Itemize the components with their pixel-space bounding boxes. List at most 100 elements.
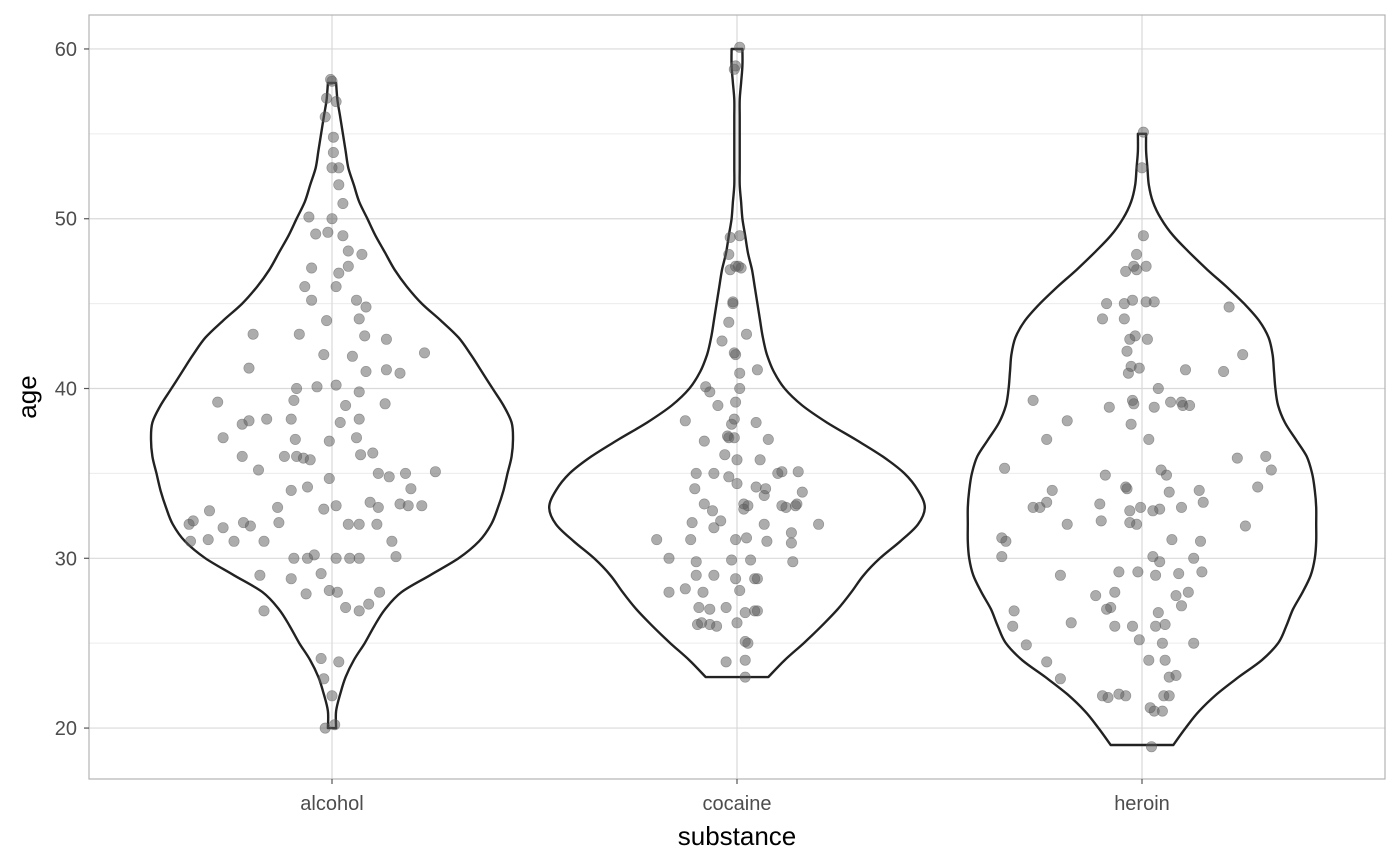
point-alcohol xyxy=(326,162,338,174)
point-alcohol xyxy=(333,179,345,191)
point-alcohol xyxy=(330,281,342,293)
point-heroin xyxy=(1054,673,1066,685)
point-alcohol xyxy=(333,267,345,279)
point-alcohol xyxy=(330,379,342,391)
point-cocaine xyxy=(716,335,728,347)
point-alcohol xyxy=(363,598,375,610)
point-cocaine xyxy=(690,569,702,581)
point-alcohol xyxy=(327,131,339,143)
point-alcohol xyxy=(291,382,303,394)
point-heroin xyxy=(1103,401,1115,413)
point-heroin xyxy=(1101,298,1113,310)
point-alcohol xyxy=(353,386,365,398)
point-heroin xyxy=(1129,330,1141,342)
point-heroin xyxy=(1109,620,1121,632)
point-cocaine xyxy=(719,449,731,461)
point-heroin xyxy=(1095,515,1107,527)
point-heroin xyxy=(1159,618,1171,630)
point-cocaine xyxy=(750,416,762,428)
point-cocaine xyxy=(740,328,752,340)
point-cocaine xyxy=(758,518,770,530)
point-cocaine xyxy=(720,601,732,613)
point-heroin xyxy=(1136,162,1148,174)
point-heroin xyxy=(1124,517,1136,529)
point-alcohol xyxy=(334,416,346,428)
point-alcohol xyxy=(355,449,367,461)
point-alcohol xyxy=(278,450,290,462)
point-alcohol xyxy=(321,315,333,327)
point-heroin xyxy=(1176,501,1188,513)
point-alcohol xyxy=(342,245,354,257)
point-cocaine xyxy=(712,399,724,411)
point-alcohol xyxy=(273,517,285,529)
point-cocaine xyxy=(696,617,708,629)
point-alcohol xyxy=(353,518,365,530)
point-alcohol xyxy=(272,501,284,513)
point-alcohol xyxy=(329,719,341,731)
point-alcohol xyxy=(372,467,384,479)
point-cocaine xyxy=(751,364,763,376)
point-heroin xyxy=(1121,345,1133,357)
point-heroin xyxy=(1120,265,1132,277)
point-heroin xyxy=(1218,365,1230,377)
point-cocaine xyxy=(740,532,752,544)
point-cocaine xyxy=(813,518,825,530)
point-alcohol xyxy=(253,464,265,476)
point-heroin xyxy=(1152,382,1164,394)
point-alcohol xyxy=(318,503,330,515)
point-alcohol xyxy=(326,690,338,702)
point-heroin xyxy=(1124,505,1136,517)
point-cocaine xyxy=(724,231,736,243)
point-alcohol xyxy=(321,92,333,104)
point-alcohol xyxy=(326,213,338,225)
point-cocaine xyxy=(679,583,691,595)
point-alcohol xyxy=(285,484,297,496)
point-alcohol xyxy=(353,605,365,617)
point-alcohol xyxy=(299,281,311,293)
point-heroin xyxy=(1165,396,1177,408)
x-tick-label-heroin: heroin xyxy=(1114,793,1170,815)
point-cocaine xyxy=(776,500,788,512)
point-cocaine xyxy=(787,556,799,568)
point-cocaine xyxy=(715,515,727,527)
point-cocaine xyxy=(734,367,746,379)
point-heroin xyxy=(1155,464,1167,476)
point-heroin xyxy=(1132,566,1144,578)
point-cocaine xyxy=(734,41,746,53)
point-heroin xyxy=(1118,313,1130,325)
point-alcohol xyxy=(344,552,356,564)
point-heroin xyxy=(1237,349,1249,361)
point-alcohol xyxy=(364,496,376,508)
point-cocaine xyxy=(686,517,698,529)
point-heroin xyxy=(1195,535,1207,547)
point-heroin xyxy=(1020,639,1032,651)
point-heroin xyxy=(1137,230,1149,242)
point-heroin xyxy=(1120,481,1132,493)
point-heroin xyxy=(1193,484,1205,496)
point-alcohol xyxy=(315,568,327,580)
point-cocaine xyxy=(731,617,743,629)
point-heroin xyxy=(1182,586,1194,598)
point-alcohol xyxy=(372,501,384,513)
point-heroin xyxy=(1128,260,1140,272)
point-alcohol xyxy=(367,447,379,459)
point-cocaine xyxy=(739,654,751,666)
point-alcohol xyxy=(371,518,383,530)
point-heroin xyxy=(1176,396,1188,408)
point-heroin xyxy=(1170,669,1182,681)
point-heroin xyxy=(1097,313,1109,325)
point-alcohol xyxy=(323,435,335,447)
point-cocaine xyxy=(761,535,773,547)
point-cocaine xyxy=(690,556,702,568)
point-cocaine xyxy=(751,573,763,585)
point-heroin xyxy=(1265,464,1277,476)
point-heroin xyxy=(999,462,1011,474)
point-alcohol xyxy=(238,517,250,529)
point-alcohol xyxy=(187,515,199,527)
point-heroin xyxy=(1150,620,1162,632)
point-heroin xyxy=(996,532,1008,544)
point-alcohol xyxy=(288,394,300,406)
point-alcohol xyxy=(318,349,330,361)
point-cocaine xyxy=(698,498,710,510)
